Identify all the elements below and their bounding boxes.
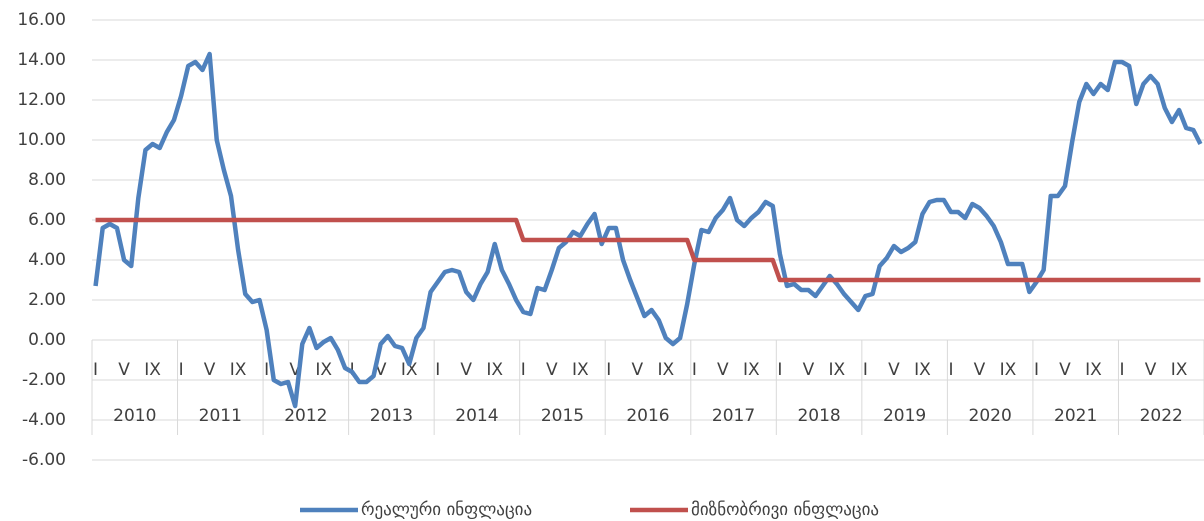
x-tick-label: IX	[1085, 360, 1102, 380]
x-tick-label: I	[93, 360, 98, 380]
year-label: 2010	[113, 406, 156, 426]
x-tick-label: IX	[743, 360, 760, 380]
x-tick-label: IX	[572, 360, 589, 380]
x-tick-label: IX	[657, 360, 674, 380]
year-label: 2019	[883, 406, 926, 426]
x-tick-label: V	[717, 360, 729, 380]
y-tick-label: 10.00	[17, 130, 66, 150]
legend-label: რეალური ინფლაცია	[361, 500, 532, 520]
x-tick-label: V	[1145, 360, 1157, 380]
year-label: 2011	[199, 406, 242, 426]
series-line	[95, 217, 1201, 283]
x-tick-label: I	[435, 360, 440, 380]
x-tick-label: I	[521, 360, 526, 380]
legend-label: მიზნობრივი ინფლაცია	[691, 500, 879, 520]
year-label: 2015	[541, 406, 584, 426]
y-tick-label: 4.00	[28, 250, 66, 270]
year-label: 2020	[969, 406, 1012, 426]
x-tick-label: I	[606, 360, 611, 380]
x-tick-label: IX	[401, 360, 418, 380]
year-label: 2018	[797, 406, 840, 426]
x-tick-label: IX	[315, 360, 332, 380]
y-tick-label: 16.00	[17, 10, 66, 30]
x-tick-label: V	[118, 360, 130, 380]
y-tick-label: -6.00	[22, 450, 66, 470]
x-tick-label: V	[974, 360, 986, 380]
x-tick-label: V	[204, 360, 216, 380]
x-tick-label: IX	[829, 360, 846, 380]
year-label: 2022	[1140, 406, 1183, 426]
x-tick-label: IX	[1171, 360, 1188, 380]
x-tick-label: V	[546, 360, 558, 380]
x-tick-label: IX	[914, 360, 931, 380]
x-tick-label: I	[692, 360, 697, 380]
x-tick-label: I	[264, 360, 269, 380]
y-tick-label: 0.00	[28, 330, 66, 350]
x-tick-label: V	[1059, 360, 1071, 380]
x-tick-label: IX	[1000, 360, 1017, 380]
x-tick-label: I	[777, 360, 782, 380]
x-tick-label: V	[888, 360, 900, 380]
x-tick-label: V	[631, 360, 643, 380]
x-tick-label: I	[863, 360, 868, 380]
year-label: 2017	[712, 406, 755, 426]
y-tick-label: 2.00	[28, 290, 66, 310]
y-tick-label: -2.00	[22, 370, 66, 390]
series-line	[93, 51, 1203, 409]
year-label: 2013	[370, 406, 413, 426]
x-tick-label: IX	[230, 360, 247, 380]
year-label: 2014	[455, 406, 498, 426]
x-tick-label: IX	[144, 360, 161, 380]
x-tick-label: I	[179, 360, 184, 380]
y-tick-label: -4.00	[22, 410, 66, 430]
year-label: 2021	[1054, 406, 1097, 426]
y-tick-label: 8.00	[28, 170, 66, 190]
x-tick-label: V	[803, 360, 815, 380]
y-tick-label: 6.00	[28, 210, 66, 230]
x-tick-label: IX	[486, 360, 503, 380]
x-tick-label: I	[948, 360, 953, 380]
x-tick-label: I	[1034, 360, 1039, 380]
y-tick-label: 14.00	[17, 50, 66, 70]
x-tick-label: V	[460, 360, 472, 380]
year-label: 2012	[284, 406, 327, 426]
y-tick-label: 12.00	[17, 90, 66, 110]
x-tick-label: I	[1120, 360, 1125, 380]
year-label: 2016	[626, 406, 669, 426]
